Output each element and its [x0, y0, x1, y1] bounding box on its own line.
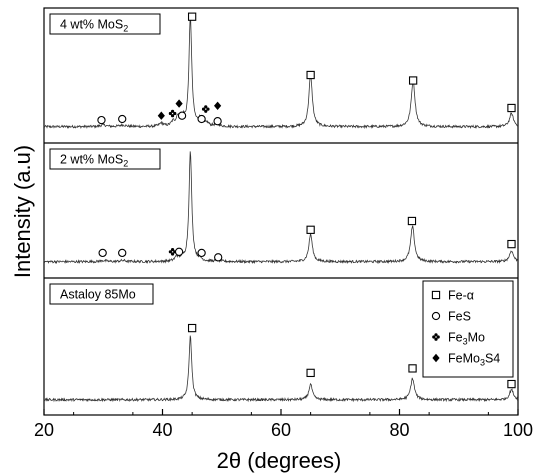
- marker-fe-alpha: [407, 216, 417, 226]
- marker-fes: [197, 248, 206, 258]
- marker-fe-alpha: [187, 323, 197, 333]
- marker-fe-alpha: [507, 379, 516, 389]
- panel-label-subscript: 2: [123, 159, 128, 169]
- marker-fes: [213, 117, 222, 126]
- panel-label-subscript: 2: [123, 24, 128, 34]
- marker-fes: [97, 115, 106, 125]
- marker-fe-alpha: [306, 70, 315, 80]
- marker-fes: [214, 253, 223, 262]
- legend-entry: FeMo3S4: [448, 352, 500, 368]
- pattern-middle: 2 wt% MoS2: [43, 148, 519, 265]
- marker-fes: [197, 114, 206, 124]
- panel-label: Astaloy 85Mo: [60, 288, 136, 302]
- marker-fes: [174, 247, 184, 256]
- panel-label-box: [49, 148, 161, 170]
- marker-fe3mo: [168, 248, 177, 256]
- x-tick-label: 40: [152, 420, 172, 440]
- x-tick-label: 20: [34, 420, 54, 440]
- marker-fes: [118, 114, 127, 124]
- x-tick-label: 80: [389, 420, 409, 440]
- pattern-top: 4 wt% MoS2: [43, 12, 519, 130]
- marker-fe-alpha: [408, 76, 418, 85]
- marker-fe-alpha: [306, 368, 315, 378]
- marker-fe-alpha: [408, 364, 417, 373]
- marker-fes: [431, 311, 441, 321]
- x-axis-title: 2θ (degrees): [217, 448, 342, 473]
- marker-fe3mo: [168, 109, 177, 118]
- panel-label-box: [49, 13, 161, 35]
- xrd-pattern-line: [43, 335, 519, 403]
- panel-label-box: [49, 283, 154, 305]
- legend-entry: FeS: [448, 310, 471, 324]
- marker-fes: [98, 248, 107, 258]
- marker-femo3s4: [432, 353, 440, 363]
- legend: Fe-α FeS Fe3Mo FeMo3S4: [422, 280, 514, 378]
- marker-fes: [118, 248, 127, 258]
- marker-fe-alpha: [507, 239, 516, 249]
- marker-fe-alpha: [431, 290, 441, 300]
- x-tick-label: 60: [271, 420, 291, 440]
- pattern-bottom: Astaloy 85Mo: [43, 283, 519, 403]
- marker-fes: [177, 111, 187, 120]
- xrd-pattern-line: [43, 15, 519, 130]
- marker-femo3s4: [157, 111, 165, 120]
- marker-fe3mo: [432, 333, 440, 341]
- marker-femo3s4: [175, 99, 183, 108]
- xrd-pattern-line: [43, 151, 519, 265]
- legend-entry: Fe3Mo: [448, 331, 485, 347]
- x-tick-labels: 20 40 60 80 100: [34, 420, 533, 440]
- x-tick-label: 100: [503, 420, 533, 440]
- panel-label: 4 wt% MoS2: [60, 18, 128, 34]
- marker-femo3s4: [214, 101, 222, 110]
- panel-label: 2 wt% MoS2: [60, 153, 128, 169]
- marker-fe3mo: [201, 105, 210, 113]
- marker-fe-alpha: [187, 12, 197, 21]
- marker-fe-alpha: [306, 225, 315, 234]
- marker-fe-alpha: [507, 103, 516, 113]
- y-axis-title: Intensity (a.u): [10, 145, 35, 278]
- legend-entry: Fe-α: [448, 289, 474, 303]
